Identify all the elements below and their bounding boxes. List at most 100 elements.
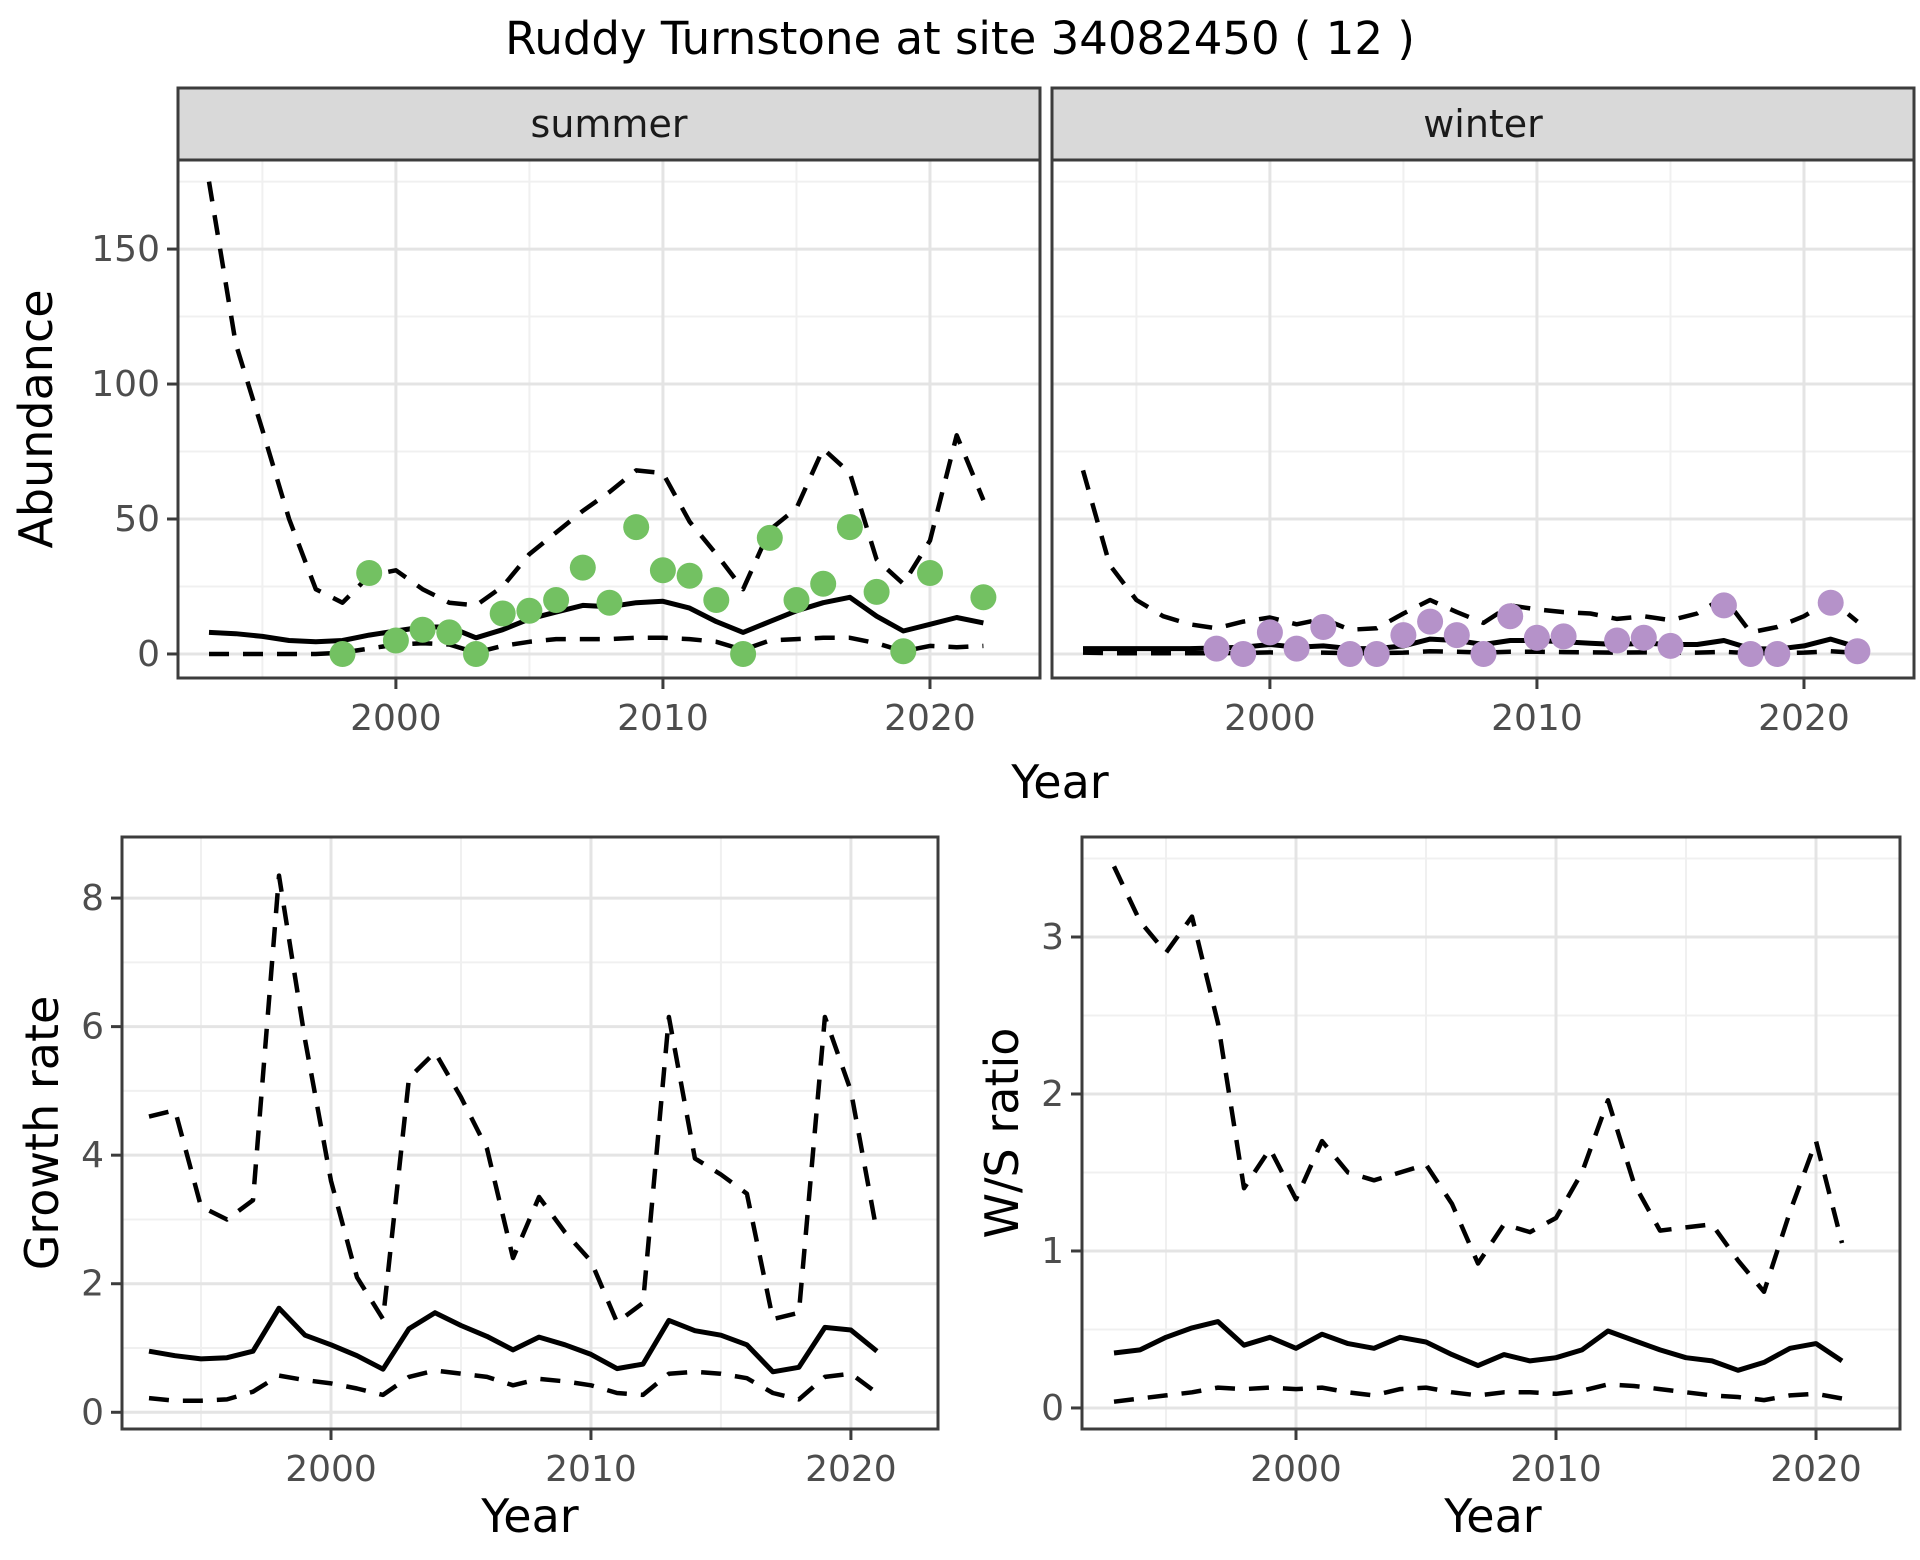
series-mean-growth-rate-line — [148, 1305, 879, 1375]
series-observed-counts-point — [917, 560, 943, 586]
series-observed-counts-point — [1337, 641, 1363, 667]
y-tick-label: 0 — [137, 634, 160, 675]
x-tick-label: 2020 — [1770, 1449, 1862, 1490]
y-tick-label: 0 — [1041, 1388, 1064, 1429]
series-observed-counts-point — [543, 587, 570, 613]
facet-strip-winter: winter — [1423, 102, 1543, 146]
series-observed-counts-point — [329, 641, 356, 667]
series-observed-counts-point — [436, 619, 463, 646]
y-tick-label: 2 — [1041, 1074, 1064, 1115]
panel-abundance-winter: 2000 2010 2020 — [1050, 86, 1916, 739]
facet-strip-box — [1050, 86, 1916, 162]
series-observed-counts-point — [1844, 638, 1871, 665]
series-observed-counts-point — [756, 524, 783, 551]
panel-border — [1080, 835, 1902, 1431]
chart-title: Ruddy Turnstone at site 34082450 ( 12 ) — [505, 12, 1415, 65]
x-tick-label: 2010 — [1510, 1449, 1602, 1490]
y-tick-label: 2 — [81, 1264, 104, 1305]
panel-growth-rate: 2000 2010 2020 0 2 4 6 8 — [81, 835, 940, 1490]
series-observed-counts-point — [810, 570, 837, 597]
series-observed-counts-point — [890, 638, 917, 665]
series-observed-counts-point — [382, 627, 409, 654]
series-observed-counts-point — [1737, 641, 1764, 667]
x-tick-label: 2010 — [617, 698, 709, 739]
x-axis-title-year-growth: Year — [481, 1489, 579, 1543]
series-observed-counts-point — [1710, 592, 1737, 619]
y-axis-title-ws-ratio: W/S ratio — [975, 1027, 1029, 1239]
series-observed-counts-point — [649, 557, 676, 584]
series-observed-counts-point — [1470, 641, 1497, 667]
series-lower-95ci-line — [209, 635, 984, 657]
x-tick-label: 2000 — [1250, 1449, 1342, 1490]
y-tick-label: 3 — [1041, 917, 1064, 958]
series-upper-95ci-line — [1111, 865, 1845, 1295]
series-observed-counts-point — [1817, 589, 1844, 616]
panel-background — [1082, 837, 1900, 1429]
panel-background — [1052, 160, 1914, 678]
x-tick-label: 2020 — [1758, 698, 1850, 739]
series-observed-counts-point — [1417, 608, 1444, 635]
series-observed-counts-point — [863, 578, 890, 605]
x-tick-label: 2000 — [1224, 698, 1316, 739]
panel-ws-ratio: 2000 2010 2020 0 1 2 3 — [1041, 835, 1902, 1490]
x-tick-label: 2020 — [805, 1449, 897, 1490]
y-axis-title-abundance: Abundance — [9, 289, 63, 549]
series-observed-counts-point — [783, 587, 810, 613]
series-observed-counts-point — [1443, 622, 1470, 649]
series-observed-counts-point — [489, 600, 516, 627]
series-observed-counts-point — [1604, 627, 1631, 654]
series-observed-counts-point — [970, 584, 997, 611]
x-tick-label: 2010 — [545, 1449, 637, 1490]
series-observed-counts-point — [1230, 641, 1257, 667]
series-observed-counts-point — [463, 641, 489, 667]
series-observed-counts-point — [1203, 635, 1230, 662]
series-observed-counts-point — [1256, 619, 1283, 646]
x-tick-label: 2000 — [285, 1449, 377, 1490]
series-observed-counts-point — [356, 560, 383, 586]
facet-strip-box — [176, 86, 1042, 162]
series-observed-counts-point — [1764, 641, 1791, 667]
x-axis-title-year-top: Year — [1011, 755, 1109, 809]
x-tick-label: 2020 — [884, 698, 976, 739]
series-upper-95ci-line — [148, 873, 880, 1325]
series-lower-95ci-line — [148, 1368, 879, 1403]
series-observed-counts-point — [1497, 603, 1524, 630]
y-tick-label: 150 — [91, 229, 160, 270]
series-observed-counts-point — [516, 597, 543, 624]
series-observed-counts-point — [1390, 622, 1417, 649]
y-axis-title-growth-rate: Growth rate — [15, 995, 69, 1271]
series-observed-counts-point — [1630, 624, 1657, 651]
x-axis-title-year-ws: Year — [1444, 1489, 1542, 1543]
series-observed-counts-point — [1657, 632, 1684, 659]
series-observed-counts-point — [703, 587, 730, 613]
x-tick-label: 2000 — [350, 698, 442, 739]
series-mean-abundance-line — [208, 594, 984, 645]
series-observed-counts-point — [623, 514, 650, 541]
y-tick-label: 100 — [91, 364, 160, 405]
x-tick-label: 2010 — [1491, 698, 1583, 739]
series-upper-95ci-line — [1080, 469, 1859, 635]
y-tick-label: 50 — [114, 499, 160, 540]
y-tick-label: 4 — [81, 1135, 104, 1176]
series-observed-counts-point — [676, 562, 703, 589]
series-observed-counts-point — [1550, 623, 1577, 650]
series-observed-counts-point — [596, 589, 623, 616]
series-lower-95ci-line — [1082, 649, 1858, 656]
series-observed-counts-point — [836, 514, 863, 541]
series-observed-counts-point — [1523, 624, 1550, 651]
series-observed-counts-point — [569, 554, 596, 581]
series-mean-ws-ratio-line — [1113, 1319, 1844, 1373]
series-observed-counts-point — [1283, 635, 1310, 662]
series-observed-counts-point — [730, 641, 757, 667]
y-tick-label: 6 — [81, 1007, 104, 1048]
series-observed-counts-point — [1363, 641, 1390, 667]
facet-strip-summer: summer — [530, 102, 688, 146]
panel-border — [120, 835, 940, 1431]
series-observed-counts-point — [1310, 614, 1337, 640]
series-observed-counts-point — [409, 616, 436, 643]
y-tick-label: 0 — [81, 1392, 104, 1433]
y-tick-label: 8 — [81, 878, 104, 919]
series-upper-95ci-line — [206, 181, 986, 608]
